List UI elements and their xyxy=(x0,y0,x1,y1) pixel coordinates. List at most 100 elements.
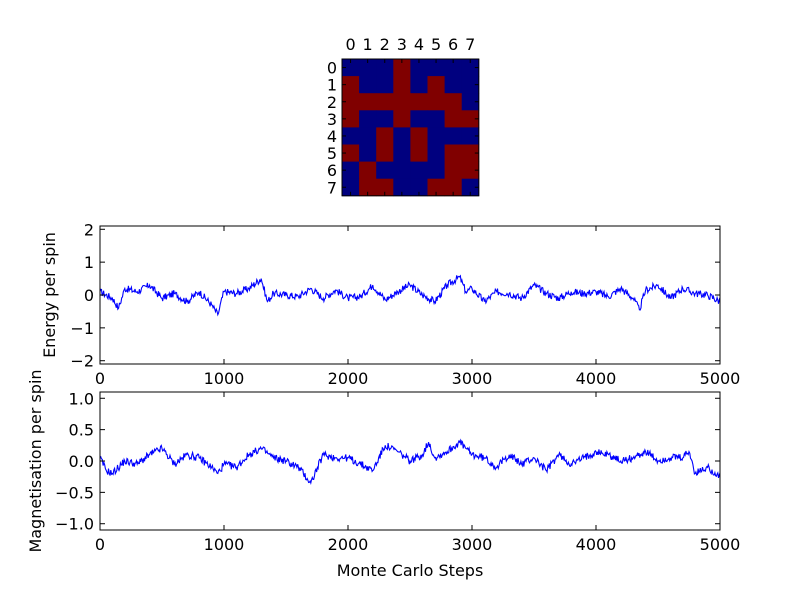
heatmap-y-tick-label: 4 xyxy=(327,127,337,146)
heatmap-cell xyxy=(410,76,428,94)
heatmap-cell xyxy=(376,59,394,77)
y-tick-label: 0.5 xyxy=(69,421,94,440)
heatmap-cell xyxy=(342,178,360,197)
heatmap-x-tick-label: 7 xyxy=(465,35,475,54)
heatmap-cell xyxy=(393,110,411,128)
heatmap-y-tick-label: 7 xyxy=(327,178,337,197)
x-tick-label: 4000 xyxy=(576,535,617,554)
heatmap-cell xyxy=(444,93,463,111)
x-tick-label: 3000 xyxy=(452,369,493,388)
heatmap-cell xyxy=(461,144,480,162)
heatmap-cell xyxy=(376,93,394,111)
heatmap-x-tick-label: 5 xyxy=(431,35,441,54)
heatmap-x-tick-label: 2 xyxy=(380,35,390,54)
series-line xyxy=(99,274,721,317)
heatmap-cell xyxy=(359,161,377,180)
x-tick-label: 0 xyxy=(95,369,105,388)
heatmap-cell xyxy=(376,110,394,128)
heatmap-cell xyxy=(444,110,463,128)
heatmap-x-tick-label: 3 xyxy=(397,35,407,54)
heatmap-cell xyxy=(410,127,428,145)
x-tick-label: 3000 xyxy=(452,535,493,554)
heatmap-cell xyxy=(359,178,377,197)
x-tick-label: 2000 xyxy=(328,369,369,388)
heatmap-cell xyxy=(376,161,394,180)
heatmap-cell xyxy=(393,161,411,180)
x-tick-label: 1000 xyxy=(204,535,245,554)
heatmap-cell xyxy=(393,59,411,77)
heatmap-y-tick-label: 0 xyxy=(327,59,337,78)
magnetisation-y-axis-label: Magnetisation per spin xyxy=(26,369,45,552)
x-tick-label: 0 xyxy=(95,535,105,554)
y-tick-label: −0.5 xyxy=(55,483,94,502)
heatmap-cell xyxy=(376,76,394,94)
x-tick-label: 1000 xyxy=(204,369,245,388)
heatmap-x-tick-label: 1 xyxy=(363,35,373,54)
heatmap-cell xyxy=(342,76,360,94)
heatmap-cell xyxy=(444,178,463,197)
heatmap-y-tick-label: 2 xyxy=(327,93,337,112)
heatmap-cell xyxy=(342,127,360,145)
heatmap-cell xyxy=(376,127,394,145)
series-line xyxy=(99,438,721,485)
heatmap-x-tick-label: 4 xyxy=(414,35,424,54)
y-tick-label: 2 xyxy=(84,220,94,239)
heatmap-cell xyxy=(342,144,360,162)
heatmap-cell xyxy=(393,76,411,94)
heatmap-cell xyxy=(410,93,428,111)
heatmap-cell xyxy=(427,76,445,94)
heatmap-cell xyxy=(376,178,394,197)
heatmap-cell xyxy=(461,110,480,128)
heatmap-cell xyxy=(427,110,445,128)
heatmap-cell xyxy=(410,110,428,128)
heatmap-cell xyxy=(427,178,445,197)
heatmap-cell xyxy=(393,93,411,111)
heatmap-cell xyxy=(444,161,463,180)
heatmap-cell xyxy=(359,144,377,162)
heatmap-cell xyxy=(342,59,360,77)
heatmap-cell xyxy=(444,59,463,77)
y-tick-label: 1.0 xyxy=(69,389,94,408)
x-tick-label: 5000 xyxy=(700,369,741,388)
heatmap-cell xyxy=(410,59,428,77)
heatmap-y-tick-label: 6 xyxy=(327,161,337,180)
heatmap-cell xyxy=(461,93,480,111)
y-tick-label: 0.0 xyxy=(69,452,94,471)
heatmap-cell xyxy=(410,144,428,162)
heatmap-cell xyxy=(376,144,394,162)
heatmap-cell xyxy=(393,127,411,145)
energy-plot: Energy per spin 0 1000 2000 3000 4000 5000 −2 −… xyxy=(40,220,740,388)
heatmap-frame xyxy=(341,58,480,197)
heatmap-y-tick-label: 3 xyxy=(327,110,337,129)
y-tick-label: −2 xyxy=(70,352,94,371)
heatmap-cell xyxy=(342,161,360,180)
heatmap-cell xyxy=(410,178,428,197)
heatmap-cell xyxy=(342,110,360,128)
heatmap-x-tick-label: 0 xyxy=(345,35,355,54)
y-tick-label: 1 xyxy=(84,253,94,272)
heatmap-x-tick-label: 6 xyxy=(448,35,458,54)
energy-y-axis-label: Energy per spin xyxy=(40,232,59,358)
heatmap-cell xyxy=(461,178,480,197)
heatmap-cell xyxy=(427,127,445,145)
y-tick-label: 0 xyxy=(84,286,94,305)
heatmap-cell xyxy=(410,161,428,180)
x-axis-label: Monte Carlo Steps xyxy=(337,561,484,580)
heatmap-cell xyxy=(359,110,377,128)
heatmap-cell xyxy=(461,59,480,77)
magnetisation-plot: Magnetisation per spin Monte Carlo Steps… xyxy=(26,369,740,580)
heatmap-cell xyxy=(427,59,445,77)
heatmap-cell xyxy=(359,93,377,111)
heatmap-cell xyxy=(393,144,411,162)
x-tick-label: 4000 xyxy=(576,369,617,388)
heatmap-cell xyxy=(461,161,480,180)
heatmap-cell xyxy=(359,59,377,77)
heatmap-cell xyxy=(444,127,463,145)
heatmap-cell xyxy=(461,127,480,145)
x-tick-label: 2000 xyxy=(328,535,369,554)
heatmap-cell xyxy=(444,76,463,94)
y-tick-label: −1.0 xyxy=(55,515,94,534)
heatmap-cell xyxy=(427,144,445,162)
